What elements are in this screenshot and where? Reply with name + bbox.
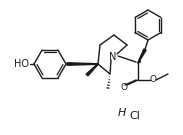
- Polygon shape: [67, 63, 98, 65]
- Polygon shape: [86, 64, 98, 76]
- Text: N: N: [109, 52, 117, 62]
- Polygon shape: [138, 49, 146, 63]
- Text: H: H: [118, 108, 126, 118]
- Text: HO: HO: [14, 59, 29, 69]
- Text: O: O: [120, 84, 128, 92]
- Text: O: O: [150, 75, 156, 85]
- Text: Cl: Cl: [130, 111, 140, 121]
